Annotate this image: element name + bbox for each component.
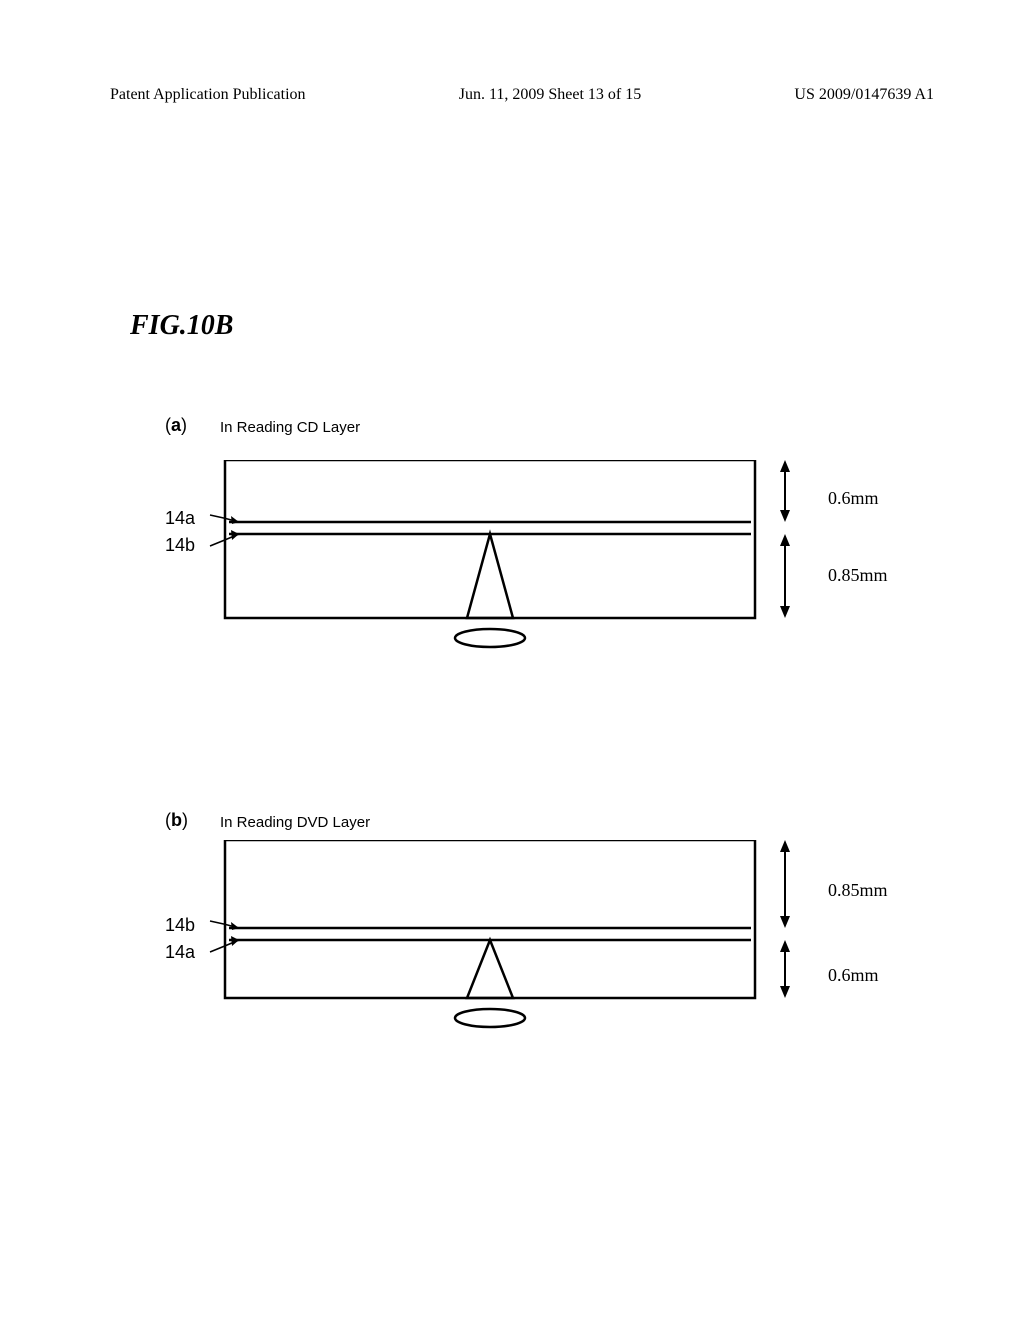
dim-b-bottom: 0.6mm [828, 965, 879, 986]
subfig-a-paren-close: ) [181, 415, 187, 435]
subfig-a-letter: a [171, 415, 181, 435]
ref-b-top: 14b [165, 915, 195, 936]
diagram-a [205, 460, 825, 660]
header-center: Jun. 11, 2009 Sheet 13 of 15 [459, 86, 642, 104]
page: Patent Application Publication Jun. 11, … [0, 0, 1024, 1320]
page-header: Patent Application Publication Jun. 11, … [110, 86, 934, 104]
figure-title: FIG.10B [130, 310, 233, 342]
dim-a-top: 0.6mm [828, 488, 879, 509]
header-right: US 2009/0147639 A1 [794, 86, 934, 104]
subfig-a-caption: In Reading CD Layer [220, 419, 360, 436]
ref-a-bottom: 14b [165, 535, 195, 556]
ref-a-top: 14a [165, 508, 195, 529]
diagram-b [205, 840, 825, 1040]
subfig-b-paren-close: ) [182, 810, 188, 830]
dim-a-bottom: 0.85mm [828, 565, 888, 586]
subfig-a-label: (a) [165, 415, 187, 436]
subfig-b-caption: In Reading DVD Layer [220, 814, 370, 831]
ref-b-bottom: 14a [165, 942, 195, 963]
dim-b-top: 0.85mm [828, 880, 888, 901]
header-left: Patent Application Publication [110, 86, 306, 104]
subfig-b-label: (b) [165, 810, 188, 831]
subfig-b-letter: b [171, 810, 182, 830]
